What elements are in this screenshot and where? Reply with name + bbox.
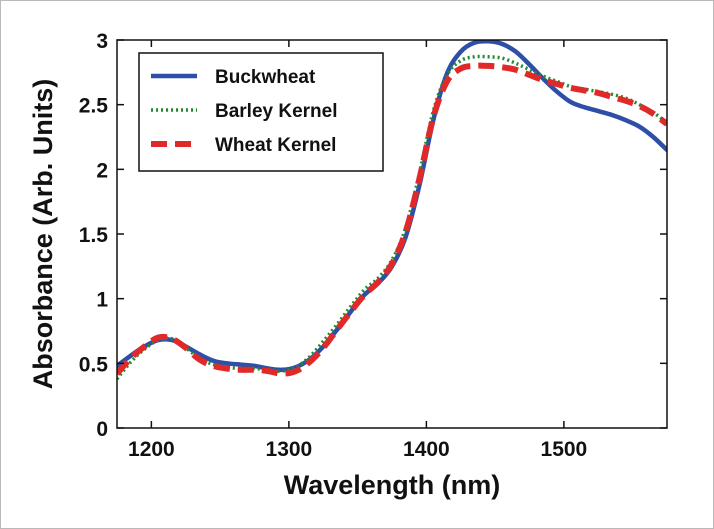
series-line-barley-kernel [117,54,667,381]
series-line-wheat-kernel [117,62,667,377]
legend: Buckwheat Barley Kernel Wheat Kernel [138,52,384,172]
x-tick-label: 1500 [541,438,588,461]
x-tick-label: 1300 [266,438,313,461]
x-tick-label: 1200 [128,438,175,461]
ticks-layer [117,39,667,429]
y-tick-label: 2.5 [79,95,109,118]
x-tick-label: 1400 [403,438,450,461]
x-axis-title: Wavelength (nm) [284,470,501,500]
y-tick-label: 0 [96,418,108,441]
tick-labels-layer: 1200 1300 1400 1500 0 0.5 1 1.5 2 2.5 3 [79,30,587,461]
legend-label: Buckwheat [215,67,316,88]
y-tick-label: 0.5 [79,353,109,376]
y-tick-label: 1.5 [79,224,109,247]
legend-label: Barley Kernel [215,101,338,122]
y-tick-label: 1 [96,289,108,312]
y-tick-label: 3 [96,30,108,53]
legend-box [138,52,384,172]
series-layer [117,40,667,381]
y-tick-label: 2 [96,159,108,182]
y-axis-title: Absorbance (Arb. Units) [28,79,58,390]
legend-label: Wheat Kernel [215,135,336,156]
